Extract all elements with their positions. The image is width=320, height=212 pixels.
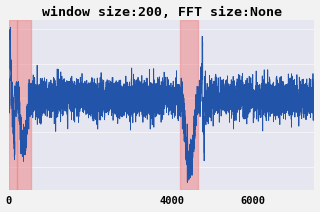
Bar bbox=[17, 20, 31, 190]
Bar bbox=[9, 20, 17, 190]
Title: window size:200, FFT size:None: window size:200, FFT size:None bbox=[42, 6, 282, 19]
Bar bbox=[180, 20, 198, 190]
